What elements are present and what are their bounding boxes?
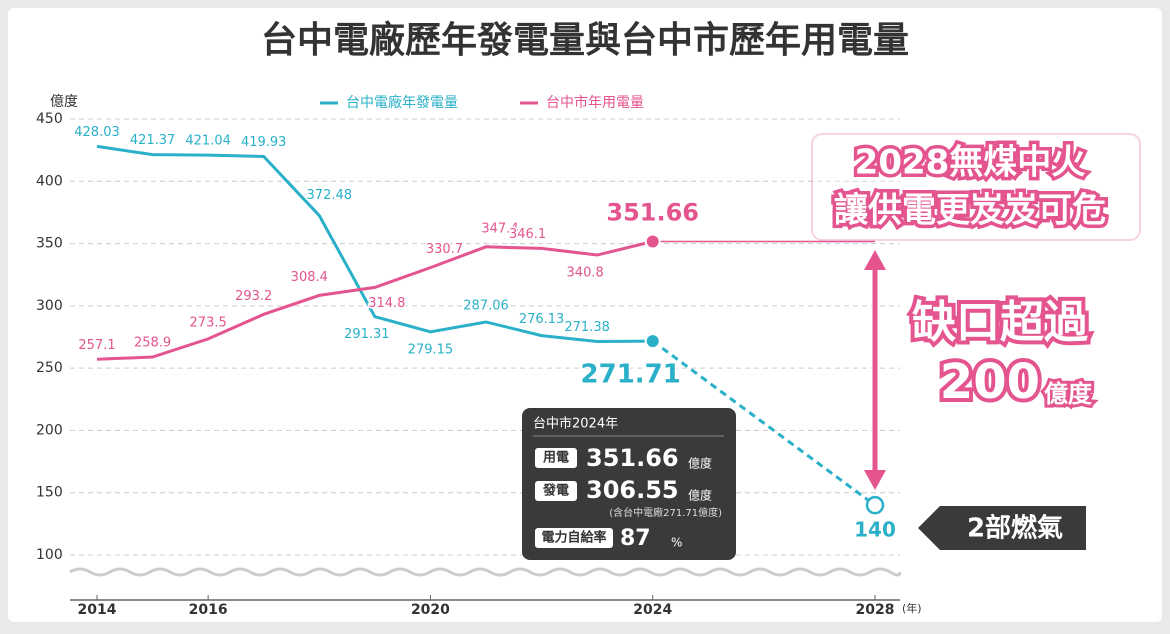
data-label: 351.66 xyxy=(606,199,699,227)
data-label: 421.04 xyxy=(185,134,231,149)
x-tick-label: 2028 xyxy=(856,602,895,618)
headline-line: 讓供電更岌岌可危 xyxy=(834,191,1106,231)
data-label: 428.03 xyxy=(74,125,120,140)
y-tick-label: 300 xyxy=(36,298,63,314)
data-label: 346.1 xyxy=(509,227,546,242)
data-label: 308.4 xyxy=(291,270,328,285)
info-value: 351.66 xyxy=(586,444,679,472)
data-label: 276.13 xyxy=(519,312,565,327)
headline-line: 2028無煤中火 xyxy=(855,143,1086,183)
projection-line xyxy=(651,339,876,507)
info-value: 306.55 xyxy=(586,476,679,504)
data-label: 314.8 xyxy=(368,296,405,311)
line xyxy=(96,144,653,344)
data-label: 347.4 xyxy=(481,221,518,236)
gap-value: 200 xyxy=(940,354,1040,410)
y-tick-label: 400 xyxy=(36,173,63,189)
data-label: 340.8 xyxy=(567,266,604,281)
gas-text: 2部燃氣 xyxy=(967,513,1063,544)
x-tick-label: 2016 xyxy=(189,602,228,618)
info-label: 用電 xyxy=(542,451,569,466)
headline-glow xyxy=(811,133,1141,241)
x-tick-label: 2024 xyxy=(633,602,672,618)
data-label: 419.93 xyxy=(241,135,287,150)
point xyxy=(865,495,885,515)
info-label: 發電 xyxy=(542,483,569,499)
data-label: 140 xyxy=(854,518,896,542)
info-value: 87 xyxy=(620,526,651,551)
legend-label: 台中市年用電量 xyxy=(546,94,644,111)
x-axis-label: (年) xyxy=(902,601,922,615)
info-tag xyxy=(535,528,613,548)
axis-break xyxy=(69,567,902,577)
data-label: 287.06 xyxy=(463,298,509,313)
data-label: 271.71 xyxy=(581,360,681,390)
info-label: 電力自給率 xyxy=(541,530,606,546)
data-label: 271.38 xyxy=(564,320,610,335)
info-box xyxy=(522,408,736,560)
line xyxy=(96,240,654,361)
info-tag xyxy=(535,448,577,468)
data-label: 273.5 xyxy=(190,315,227,330)
x-tick-label: 2020 xyxy=(411,602,450,618)
data-label: 421.37 xyxy=(130,133,176,148)
y-tick-label: 450 xyxy=(36,111,63,127)
y-tick-label: 100 xyxy=(36,547,63,563)
data-label: 293.2 xyxy=(235,289,272,304)
chart-title: 台中電廠歷年發電量與台中市歷年用電量 xyxy=(261,19,909,61)
y-tick-label: 350 xyxy=(36,236,63,252)
y-tick-label: 200 xyxy=(36,422,63,438)
y-tick-label: 150 xyxy=(36,485,63,501)
data-label: 372.48 xyxy=(307,188,353,203)
info-unit: 億度 xyxy=(688,488,712,503)
x-tick-label: 2014 xyxy=(78,602,117,618)
data-label: 330.7 xyxy=(426,242,463,257)
y-tick-label: 250 xyxy=(36,360,63,376)
info-unit: % xyxy=(671,536,682,550)
info-note: (含台中電廠271.71億度) xyxy=(609,506,722,519)
data-label: 257.1 xyxy=(78,338,115,353)
point xyxy=(644,233,661,250)
data-label: 258.9 xyxy=(134,336,171,351)
info-tag xyxy=(535,481,577,501)
data-label: 291.31 xyxy=(344,327,390,342)
legend-label: 台中電廠年發電量 xyxy=(346,94,458,111)
data-label: 279.15 xyxy=(408,342,454,357)
info-unit: 億度 xyxy=(688,456,712,471)
point xyxy=(644,333,661,350)
y-axis-label: 億度 xyxy=(50,94,78,110)
gap-unit: 億度 xyxy=(1044,380,1093,408)
gas-callout xyxy=(918,506,1086,550)
gap-text: 缺口超過 xyxy=(912,297,1089,348)
info-title: 台中市2024年 xyxy=(533,416,618,432)
